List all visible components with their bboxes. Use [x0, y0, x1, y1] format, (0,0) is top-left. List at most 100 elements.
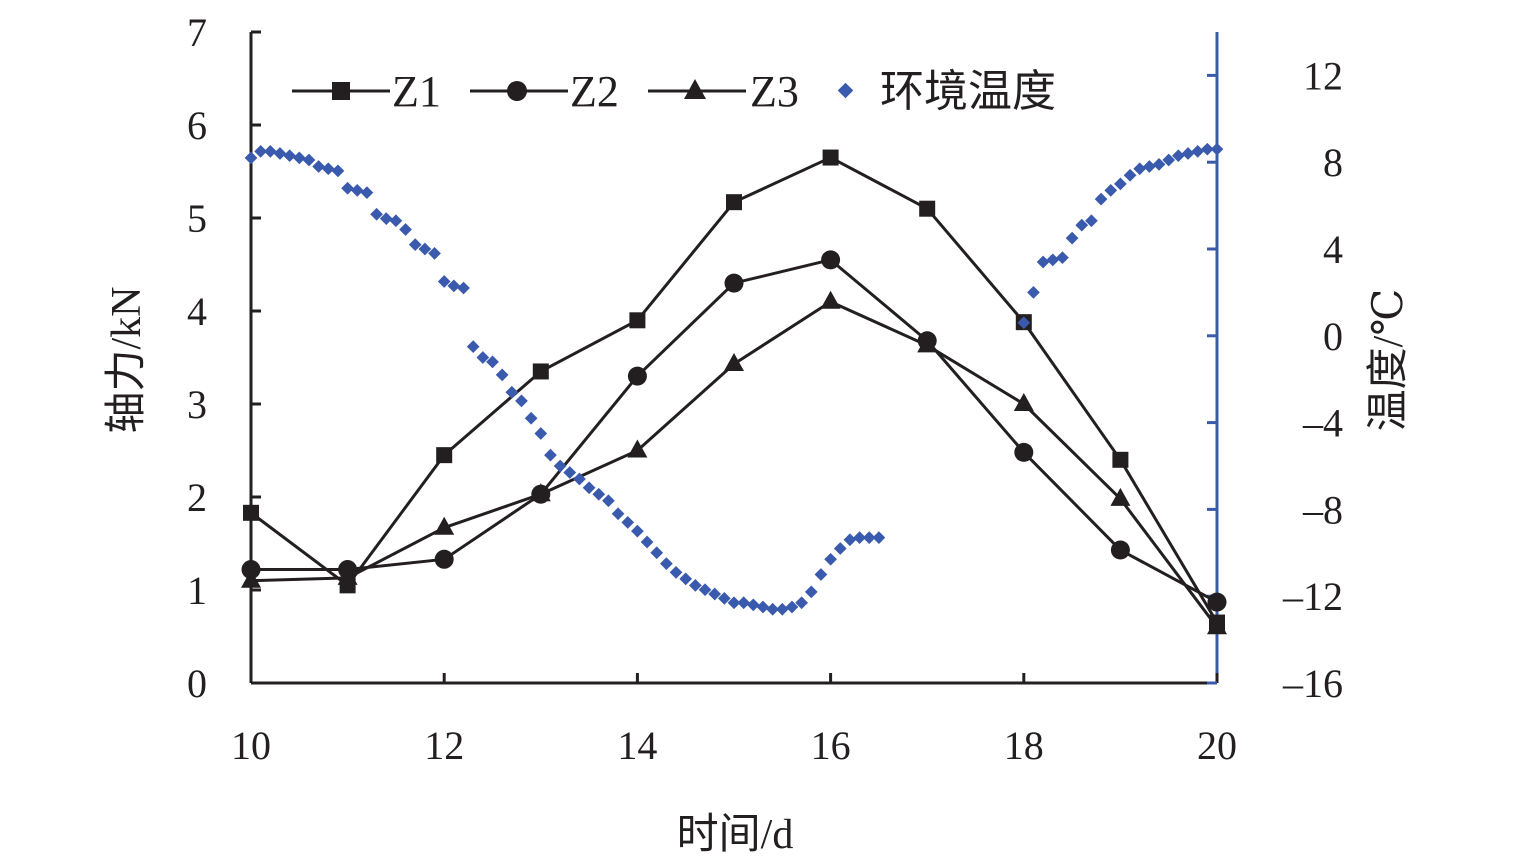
x-tick-label: 20 [1197, 723, 1237, 768]
x-tick-label: 16 [811, 723, 851, 768]
data-point-diamond [563, 466, 577, 479]
data-point-diamond [1143, 160, 1156, 173]
data-point-triangle [1110, 487, 1131, 506]
data-point-diamond [582, 481, 596, 495]
data-point-square [532, 363, 549, 380]
data-point-diamond [254, 144, 268, 158]
y2-tick-label: –8 [1302, 487, 1343, 532]
data-point-square [1112, 451, 1129, 468]
data-point-circle [1110, 540, 1130, 560]
series-Z1 [243, 149, 1225, 631]
data-point-diamond [1114, 177, 1127, 191]
data-point-square [822, 149, 839, 166]
series-Z3 [241, 290, 1227, 635]
data-point-circle [1207, 592, 1227, 612]
y-tick-label: 6 [187, 103, 207, 148]
data-point-diamond [804, 585, 818, 599]
data-point-triangle [724, 353, 744, 372]
legend-label-z1: Z1 [392, 67, 441, 116]
y2-tick-label: 8 [1323, 140, 1343, 185]
data-point-diamond [660, 557, 673, 571]
data-point-circle [724, 273, 744, 293]
legend-label-z2: Z2 [570, 67, 619, 116]
data-point-diamond [592, 487, 606, 501]
data-point-triangle [337, 566, 358, 585]
y2-tick-label: 0 [1323, 314, 1343, 359]
data-point-square [629, 312, 646, 329]
data-point-diamond [872, 531, 886, 544]
data-point-diamond [631, 524, 644, 538]
data-point-triangle [1013, 393, 1034, 411]
y2-axis-title: 温度/℃ [1366, 289, 1412, 432]
data-point-diamond [669, 565, 683, 579]
y-tick-label: 1 [187, 568, 207, 613]
data-point-square [436, 447, 453, 464]
data-point-triangle [530, 483, 551, 502]
data-point-diamond [350, 184, 364, 197]
x-tick-label: 12 [424, 723, 464, 768]
data-point-diamond [408, 238, 422, 252]
x-axis-title: 时间/d [677, 812, 794, 858]
legend: Z1 Z2 Z3 环境温度 [292, 67, 1056, 116]
data-point-circle [821, 250, 841, 270]
data-point-diamond [341, 181, 354, 195]
y2-tick-label: –12 [1282, 574, 1343, 619]
data-point-diamond [756, 600, 770, 614]
data-point-diamond [331, 164, 345, 178]
data-point-diamond [1027, 286, 1040, 299]
data-point-diamond [1046, 253, 1060, 267]
data-point-diamond [746, 598, 760, 612]
data-point-diamond [1036, 255, 1050, 269]
data-point-diamond [534, 427, 548, 440]
data-point-square [919, 200, 936, 217]
data-point-triangle [917, 334, 938, 353]
data-point-diamond [399, 223, 412, 236]
data-point-diamond [544, 448, 557, 462]
data-point-diamond [263, 144, 277, 158]
x-tick-label: 10 [231, 723, 271, 768]
series-line [251, 258, 1218, 604]
data-point-diamond [437, 275, 451, 288]
data-point-diamond [457, 281, 470, 295]
data-point-diamond [1065, 231, 1079, 245]
data-point-square [243, 504, 259, 521]
data-point-diamond [1191, 144, 1205, 158]
data-point-diamond [824, 552, 837, 566]
data-point-diamond [650, 546, 664, 560]
legend-item-z2: Z2 [470, 67, 619, 116]
y-tick-label: 7 [187, 10, 207, 55]
data-point-diamond [524, 411, 538, 425]
data-point-diamond [611, 507, 625, 521]
data-point-diamond [428, 246, 441, 260]
y2-tick-label: –16 [1282, 661, 1343, 706]
data-point-circle [241, 560, 261, 580]
data-point-triangle [1207, 616, 1227, 635]
legend-label-z3: Z3 [750, 67, 799, 116]
x-tick-label: 18 [1004, 723, 1044, 768]
y-tick-label: 2 [187, 475, 207, 520]
data-point-diamond [515, 394, 528, 408]
y2-tick-label: 4 [1323, 227, 1343, 272]
y2-tick-label: –4 [1302, 401, 1343, 446]
legend-label-temperature: 环境温度 [880, 67, 1056, 116]
data-point-diamond [1210, 142, 1224, 156]
y-tick-label: 3 [187, 382, 207, 427]
data-point-diamond [302, 153, 316, 167]
data-point-circle [1014, 442, 1034, 462]
data-point-diamond [737, 596, 751, 610]
data-point-diamond [640, 535, 654, 549]
y-tick-label: 5 [187, 196, 207, 241]
data-point-diamond [1123, 168, 1137, 182]
legend-triangle-marker [684, 79, 706, 99]
data-point-diamond [1181, 147, 1195, 160]
data-point-diamond [321, 162, 335, 176]
data-point-diamond [447, 279, 461, 293]
x-tick-label: 14 [617, 723, 657, 768]
series-环境温度 [244, 142, 1224, 616]
data-point-diamond [814, 568, 828, 581]
data-point-diamond [312, 160, 325, 173]
data-point-triangle [241, 569, 261, 588]
data-point-diamond [1094, 192, 1108, 206]
